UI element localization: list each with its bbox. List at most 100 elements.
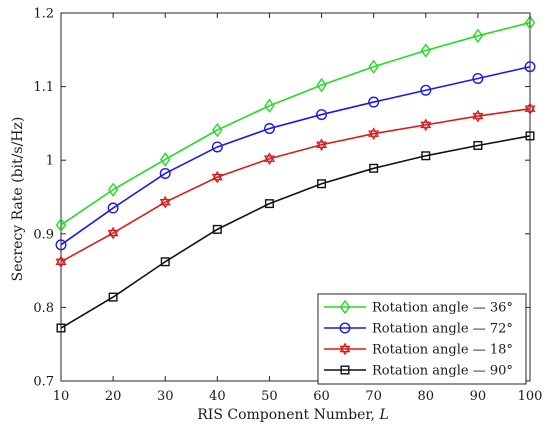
series-2 bbox=[55, 61, 536, 251]
x-tick-label: 50 bbox=[261, 389, 278, 404]
x-tick-label: 20 bbox=[105, 389, 122, 404]
series-line bbox=[60, 135, 531, 329]
x-tick-label: 60 bbox=[313, 389, 330, 404]
marker-triangle-down bbox=[107, 229, 119, 240]
data-point bbox=[368, 59, 379, 74]
y-tick-label: 1 bbox=[46, 154, 54, 169]
legend-item: Rotation angle — 72° bbox=[324, 322, 513, 337]
y-tick-label: 0.9 bbox=[33, 227, 54, 242]
data-point bbox=[107, 226, 119, 240]
data-point bbox=[160, 257, 170, 267]
data-point bbox=[524, 61, 536, 73]
legend-marker bbox=[339, 322, 351, 334]
legend-item: Rotation angle — 90° bbox=[324, 364, 513, 379]
data-point bbox=[524, 15, 536, 30]
legend: Rotation angle — 36° Rotation angle — 72°… bbox=[317, 293, 527, 385]
marker-triangle-down bbox=[263, 155, 275, 166]
data-point bbox=[264, 98, 275, 113]
marker-triangle-up bbox=[472, 109, 484, 120]
legend-item: Rotation angle — 18° bbox=[324, 343, 513, 358]
data-point bbox=[472, 109, 484, 123]
x-tick-label: 90 bbox=[470, 389, 487, 404]
data-point bbox=[421, 151, 431, 161]
y-tick-label: 1.2 bbox=[33, 7, 54, 22]
series-line bbox=[60, 107, 531, 263]
legend-label: Rotation angle — 18° bbox=[372, 343, 513, 358]
marker-triangle-down bbox=[368, 130, 380, 141]
data-point bbox=[212, 122, 223, 138]
x-tick-label: 70 bbox=[365, 389, 382, 404]
marker-triangle-up bbox=[316, 138, 328, 148]
data-point bbox=[264, 199, 274, 209]
data-point bbox=[420, 118, 432, 132]
marker-triangle-up bbox=[159, 195, 171, 206]
y-axis-title: Secrecy Rate (bit/s/Hz) bbox=[10, 117, 26, 282]
marker-triangle-up bbox=[263, 152, 275, 162]
data-point bbox=[420, 84, 432, 96]
data-point bbox=[317, 179, 327, 189]
data-point bbox=[316, 77, 327, 93]
data-point bbox=[108, 292, 118, 302]
marker-triangle-up bbox=[339, 342, 351, 353]
marker-triangle-down bbox=[420, 121, 432, 132]
data-point bbox=[211, 170, 223, 184]
data-point bbox=[107, 202, 119, 214]
tick-layer: 10 20 30 40 50 60 70 80 90 100 0.7 0.8 0.9 1 1.1 1.2 bbox=[33, 7, 542, 405]
y-tick-label: 0.7 bbox=[33, 375, 54, 390]
series-1 bbox=[55, 15, 536, 233]
data-point bbox=[472, 28, 484, 44]
y-tick-label: 0.8 bbox=[33, 301, 54, 316]
marker-triangle-down bbox=[211, 173, 223, 184]
series-4 bbox=[56, 131, 535, 333]
data-point bbox=[316, 138, 328, 152]
data-point bbox=[420, 43, 431, 58]
data-point bbox=[316, 109, 328, 121]
series-3 bbox=[55, 102, 536, 269]
data-point bbox=[55, 239, 67, 251]
data-point bbox=[212, 224, 222, 234]
legend-label: Rotation angle — 36° bbox=[372, 301, 513, 316]
y-tick-label: 1.1 bbox=[33, 80, 54, 95]
marker-triangle-down bbox=[316, 141, 328, 152]
legend-marker bbox=[339, 342, 351, 356]
data-point bbox=[472, 73, 484, 85]
legend-item: Rotation angle — 36° bbox=[324, 299, 513, 316]
x-tick-label: 100 bbox=[518, 389, 543, 404]
marker-triangle-down bbox=[55, 258, 67, 269]
marker-triangle-up bbox=[420, 118, 432, 129]
data-point bbox=[368, 127, 380, 141]
legend-label: Rotation angle — 72° bbox=[372, 322, 513, 337]
marker-triangle-up bbox=[107, 226, 119, 237]
data-point bbox=[263, 123, 275, 135]
series-layer bbox=[55, 15, 536, 333]
marker-triangle-down bbox=[339, 345, 351, 356]
series-line bbox=[60, 21, 531, 226]
data-point bbox=[55, 255, 67, 269]
data-point bbox=[524, 102, 536, 116]
marker-triangle-down bbox=[524, 105, 536, 116]
data-point bbox=[369, 163, 379, 173]
legend-marker bbox=[340, 365, 350, 375]
x-tick-label: 40 bbox=[209, 389, 226, 404]
marker-triangle-up bbox=[368, 127, 380, 137]
data-point bbox=[263, 152, 275, 166]
x-tick-label: 80 bbox=[418, 389, 435, 404]
data-point bbox=[368, 96, 380, 108]
legend-box bbox=[317, 293, 527, 385]
x-tick-label: 10 bbox=[53, 389, 70, 404]
data-point bbox=[473, 140, 483, 150]
marker-triangle-down bbox=[472, 112, 484, 123]
marker-triangle-up bbox=[55, 255, 67, 265]
data-point bbox=[160, 152, 171, 167]
marker-triangle-up bbox=[211, 170, 223, 181]
data-point bbox=[525, 131, 535, 141]
series-line bbox=[60, 65, 531, 246]
x-axis-title: RIS Component Number, L bbox=[197, 407, 388, 423]
data-point bbox=[56, 323, 66, 333]
data-point bbox=[55, 217, 67, 233]
data-point bbox=[211, 141, 223, 153]
legend-label: Rotation angle — 90° bbox=[372, 364, 513, 379]
x-tick-label: 30 bbox=[157, 389, 174, 404]
